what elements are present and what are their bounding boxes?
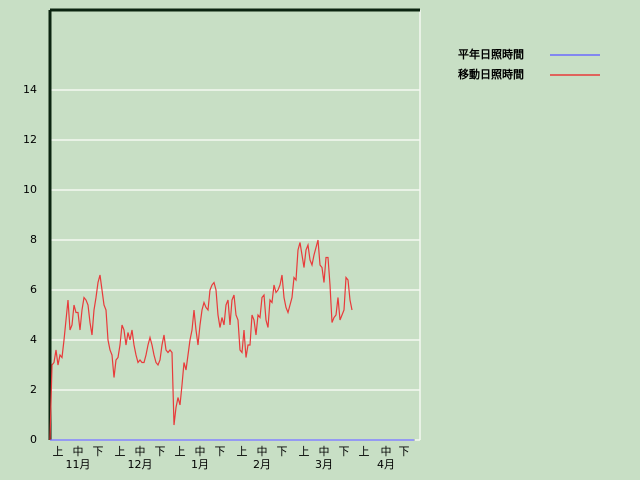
- x-tick-label: 中: [257, 445, 268, 458]
- x-tick-label: 上: [115, 445, 126, 458]
- y-tick-label: 8: [30, 233, 37, 246]
- y-tick-label: 0: [30, 433, 37, 446]
- x-tick-label: 下: [339, 445, 350, 458]
- month-label: 1月: [191, 458, 209, 471]
- x-tick-label: 下: [399, 445, 410, 458]
- x-tick-label: 中: [195, 445, 206, 458]
- x-tick-label: 中: [381, 445, 392, 458]
- legend-label: 平年日照時間: [458, 47, 524, 61]
- month-label: 2月: [253, 458, 271, 471]
- x-tick-label: 下: [215, 445, 226, 458]
- x-tick-label: 下: [277, 445, 288, 458]
- month-label: 12月: [128, 458, 153, 471]
- x-tick-label: 上: [359, 445, 370, 458]
- month-label: 3月: [315, 458, 333, 471]
- x-tick-label: 上: [175, 445, 186, 458]
- x-tick-label: 下: [155, 445, 166, 458]
- x-tick-label: 中: [319, 445, 330, 458]
- y-tick-label: 14: [23, 83, 37, 96]
- y-tick-label: 6: [30, 283, 37, 296]
- y-tick-label: 4: [30, 333, 37, 346]
- month-label: 4月: [377, 458, 395, 471]
- y-tick-label: 2: [30, 383, 37, 396]
- x-tick-label: 上: [299, 445, 310, 458]
- x-tick-label: 上: [237, 445, 248, 458]
- x-tick-label: 中: [73, 445, 84, 458]
- month-label: 11月: [66, 458, 91, 471]
- y-tick-label: 10: [23, 183, 37, 196]
- legend-label: 移動日照時間: [458, 67, 524, 81]
- series-line: [49, 239, 353, 441]
- y-tick-label: 12: [23, 133, 37, 146]
- x-tick-label: 下: [93, 445, 104, 458]
- x-tick-label: 上: [53, 445, 64, 458]
- x-tick-label: 中: [135, 445, 146, 458]
